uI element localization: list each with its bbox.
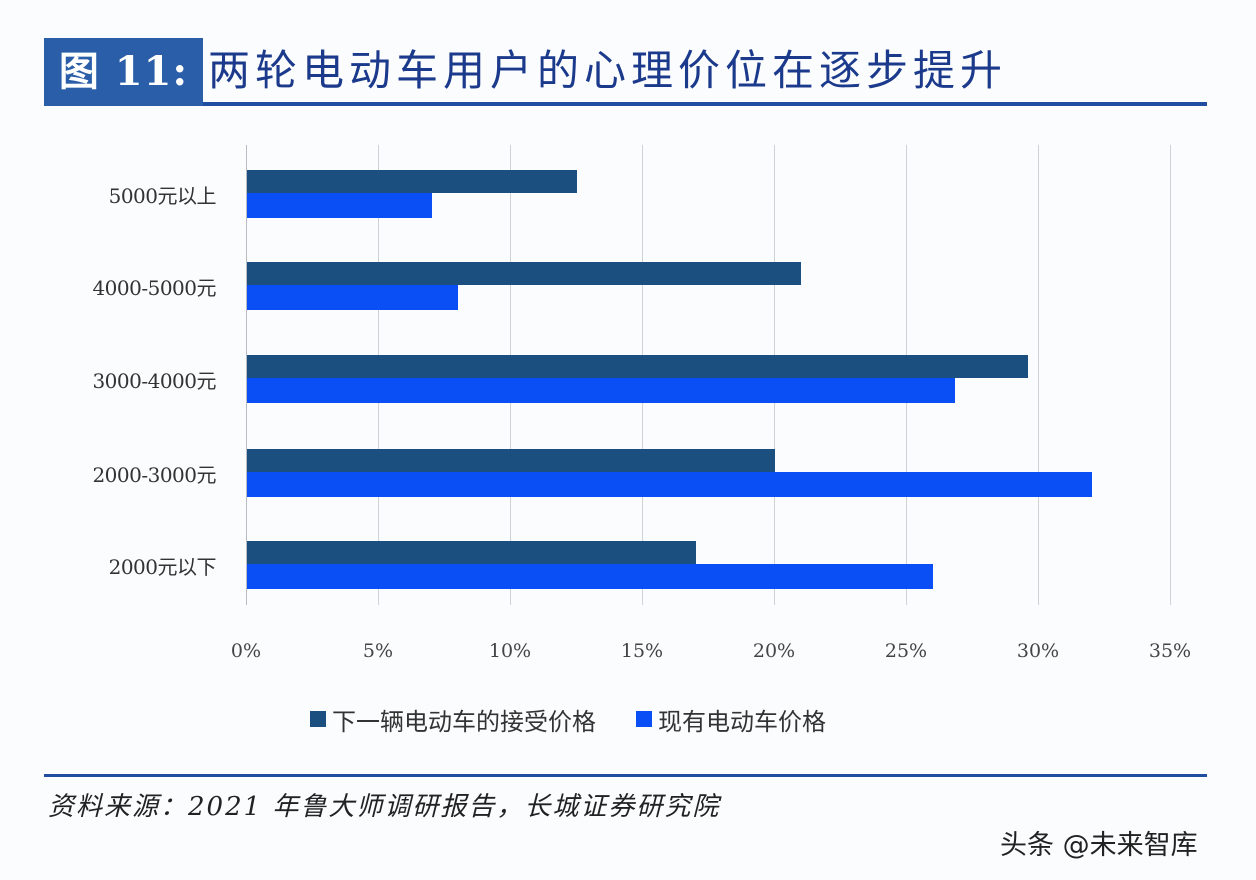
gridline: [1170, 145, 1171, 605]
x-tick-label: 15%: [620, 640, 664, 662]
x-tick-label: 35%: [1148, 640, 1192, 662]
bar-next-purchase: [247, 170, 577, 193]
watermark: 头条 @未来智库: [1000, 830, 1198, 861]
x-tick-label: 30%: [1016, 640, 1060, 662]
bar-current-price: [247, 564, 934, 589]
bar-current-price: [247, 193, 432, 218]
figure-title: 两轮电动车用户的心理价位在逐步提升: [208, 46, 1008, 95]
category-label: 4000-5000元: [92, 276, 216, 300]
bar-next-purchase: [247, 449, 775, 472]
bar-next-purchase: [247, 262, 802, 285]
footer-rule: [44, 774, 1207, 777]
bar-current-price: [247, 378, 955, 403]
legend-label: 下一辆电动车的接受价格: [332, 707, 596, 736]
category-label: 2000-3000元: [92, 463, 216, 487]
x-tick-label: 20%: [752, 640, 796, 662]
gridline: [1038, 145, 1039, 605]
x-tick-label: 5%: [362, 640, 394, 662]
category-label: 2000元以下: [108, 555, 217, 579]
category-label: 5000元以上: [108, 184, 217, 208]
legend-swatch-icon: [636, 711, 652, 727]
x-tick-label: 25%: [884, 640, 928, 662]
source-note: 资料来源：2021 年鲁大师调研报告，长城证券研究院: [48, 792, 721, 822]
header-rule: [203, 102, 1207, 106]
legend-item: 现有电动车价格: [636, 702, 826, 737]
bar-current-price: [247, 472, 1092, 497]
figure-label-box: 图 11:: [44, 38, 203, 106]
y-axis-line: [246, 145, 247, 605]
bar-next-purchase: [247, 355, 1029, 378]
category-label: 3000-4000元: [92, 369, 216, 393]
chart-legend: 下一辆电动车的接受价格 现有电动车价格: [310, 702, 826, 736]
legend-item: 下一辆电动车的接受价格: [310, 702, 596, 737]
bar-next-purchase: [247, 541, 696, 564]
legend-label: 现有电动车价格: [658, 707, 826, 736]
x-tick-label: 0%: [230, 640, 262, 662]
x-tick-label: 10%: [488, 640, 532, 662]
legend-swatch-icon: [310, 711, 326, 727]
bar-current-price: [247, 285, 459, 310]
